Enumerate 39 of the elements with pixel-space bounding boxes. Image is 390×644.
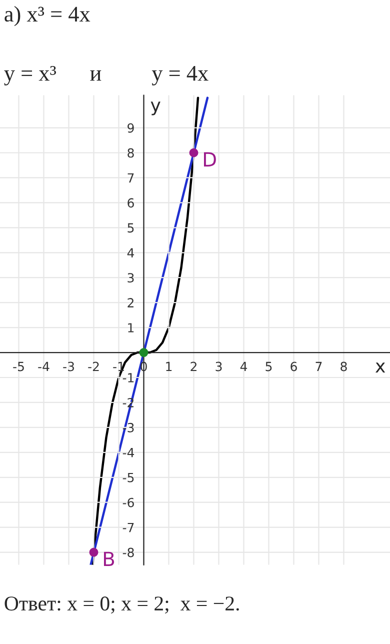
y-tick-label: 9 [128, 123, 134, 133]
x-tick-label: 6 [290, 362, 297, 372]
x-tick-label: -4 [38, 362, 50, 372]
y-tick-label: -6 [122, 498, 134, 508]
y-tick-label: -8 [122, 548, 134, 558]
y-tick-label: 7 [128, 173, 134, 182]
y-tick-label: 5 [128, 223, 134, 233]
y-tick-label: -2 [122, 398, 134, 408]
point [89, 548, 98, 557]
annotation: D [204, 152, 216, 166]
chart-title: а) x³ = 4x [4, 6, 90, 26]
x-tick-label: 8 [340, 362, 347, 372]
x-tick-label: 4 [240, 362, 248, 372]
y-tick-label: -5 [122, 473, 134, 482]
annotation: B [104, 552, 114, 566]
x-tick-label: 5 [266, 362, 272, 372]
x-tick-label: 3 [216, 362, 222, 372]
y-tick-label: 2 [128, 298, 134, 308]
y-tick-label: 3 [128, 273, 134, 283]
text: Ответ: x = 0; x = 2; x = −2. [4, 596, 239, 614]
y-tick-label: 4 [127, 248, 134, 258]
x-tick-label: 7 [316, 362, 322, 372]
y-tick-label: -3 [122, 422, 134, 432]
x-tick-label: -3 [63, 362, 74, 372]
x-tick-label: 2 [190, 362, 196, 372]
point [189, 148, 198, 158]
x-tick-label: -5 [13, 362, 24, 372]
point [139, 348, 148, 358]
y-tick-label: 6 [128, 198, 134, 208]
y-axis-title: y [150, 102, 160, 116]
y-tick-label: 8 [128, 148, 134, 158]
y-tick-label: -4 [122, 448, 134, 458]
y-tick-label: -7 [122, 522, 134, 532]
x-tick-label: -2 [88, 362, 99, 372]
x-tick-label: 1 [166, 362, 172, 372]
chart-subtitle: y = x³ и y = 4x [4, 66, 208, 86]
x-axis-title: x [376, 362, 386, 372]
y-tick-label: -1 [122, 373, 134, 382]
y-tick-label: 1 [128, 323, 134, 332]
